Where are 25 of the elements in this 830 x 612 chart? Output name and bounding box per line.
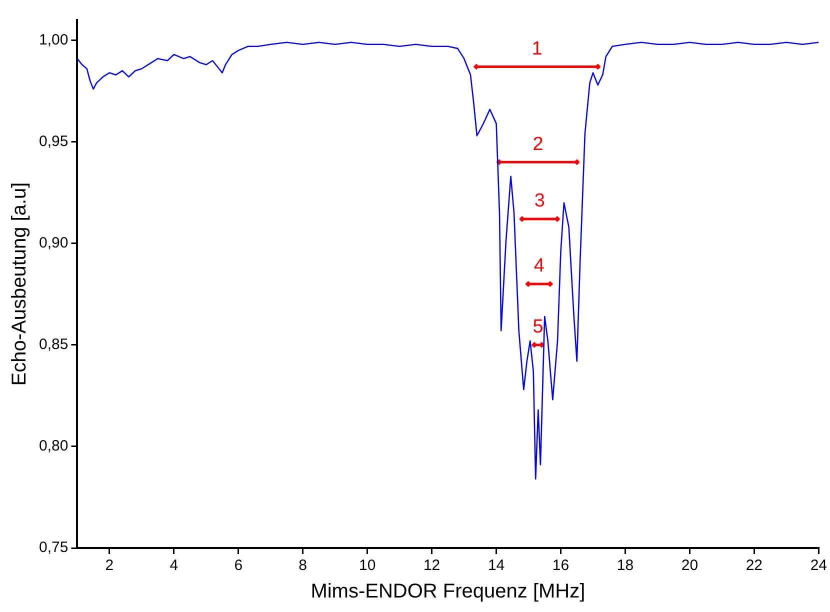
x-tick-label: 6 (234, 557, 243, 574)
series-label: 5 (532, 316, 544, 338)
series-label: 2 (532, 134, 544, 155)
x-tick-label: 18 (616, 557, 634, 574)
y-tick-label: 0,95 (38, 132, 68, 150)
x-tick-label: 24 (810, 557, 827, 574)
y-axis-title: Echo-Ausbeutung [a.u] (8, 182, 31, 386)
series-label: 1 (532, 38, 542, 60)
series-label: 4 (534, 256, 545, 277)
x-tick-label: 2 (105, 557, 114, 574)
x-tick-label: 12 (423, 557, 440, 574)
x-axis-title: Mims-ENDOR Frequenz [MHz] (310, 580, 586, 603)
x-tick-label: 4 (170, 557, 178, 574)
x-tick-label: 8 (298, 557, 308, 574)
x-tick-label: 10 (358, 557, 376, 574)
x-tick-label: 22 (746, 557, 763, 574)
x-tick-label: 16 (552, 557, 570, 574)
y-tick-label: 0,90 (38, 234, 68, 252)
y-tick-label: 1,00 (38, 31, 68, 48)
x-tick-label: 14 (488, 557, 505, 574)
y-tick-label: 0,85 (38, 336, 68, 354)
y-tick-label: 0,75 (38, 539, 68, 556)
series-label: 3 (534, 190, 545, 212)
y-tick-label: 0,80 (38, 438, 68, 455)
x-tick-label: 20 (681, 557, 698, 574)
